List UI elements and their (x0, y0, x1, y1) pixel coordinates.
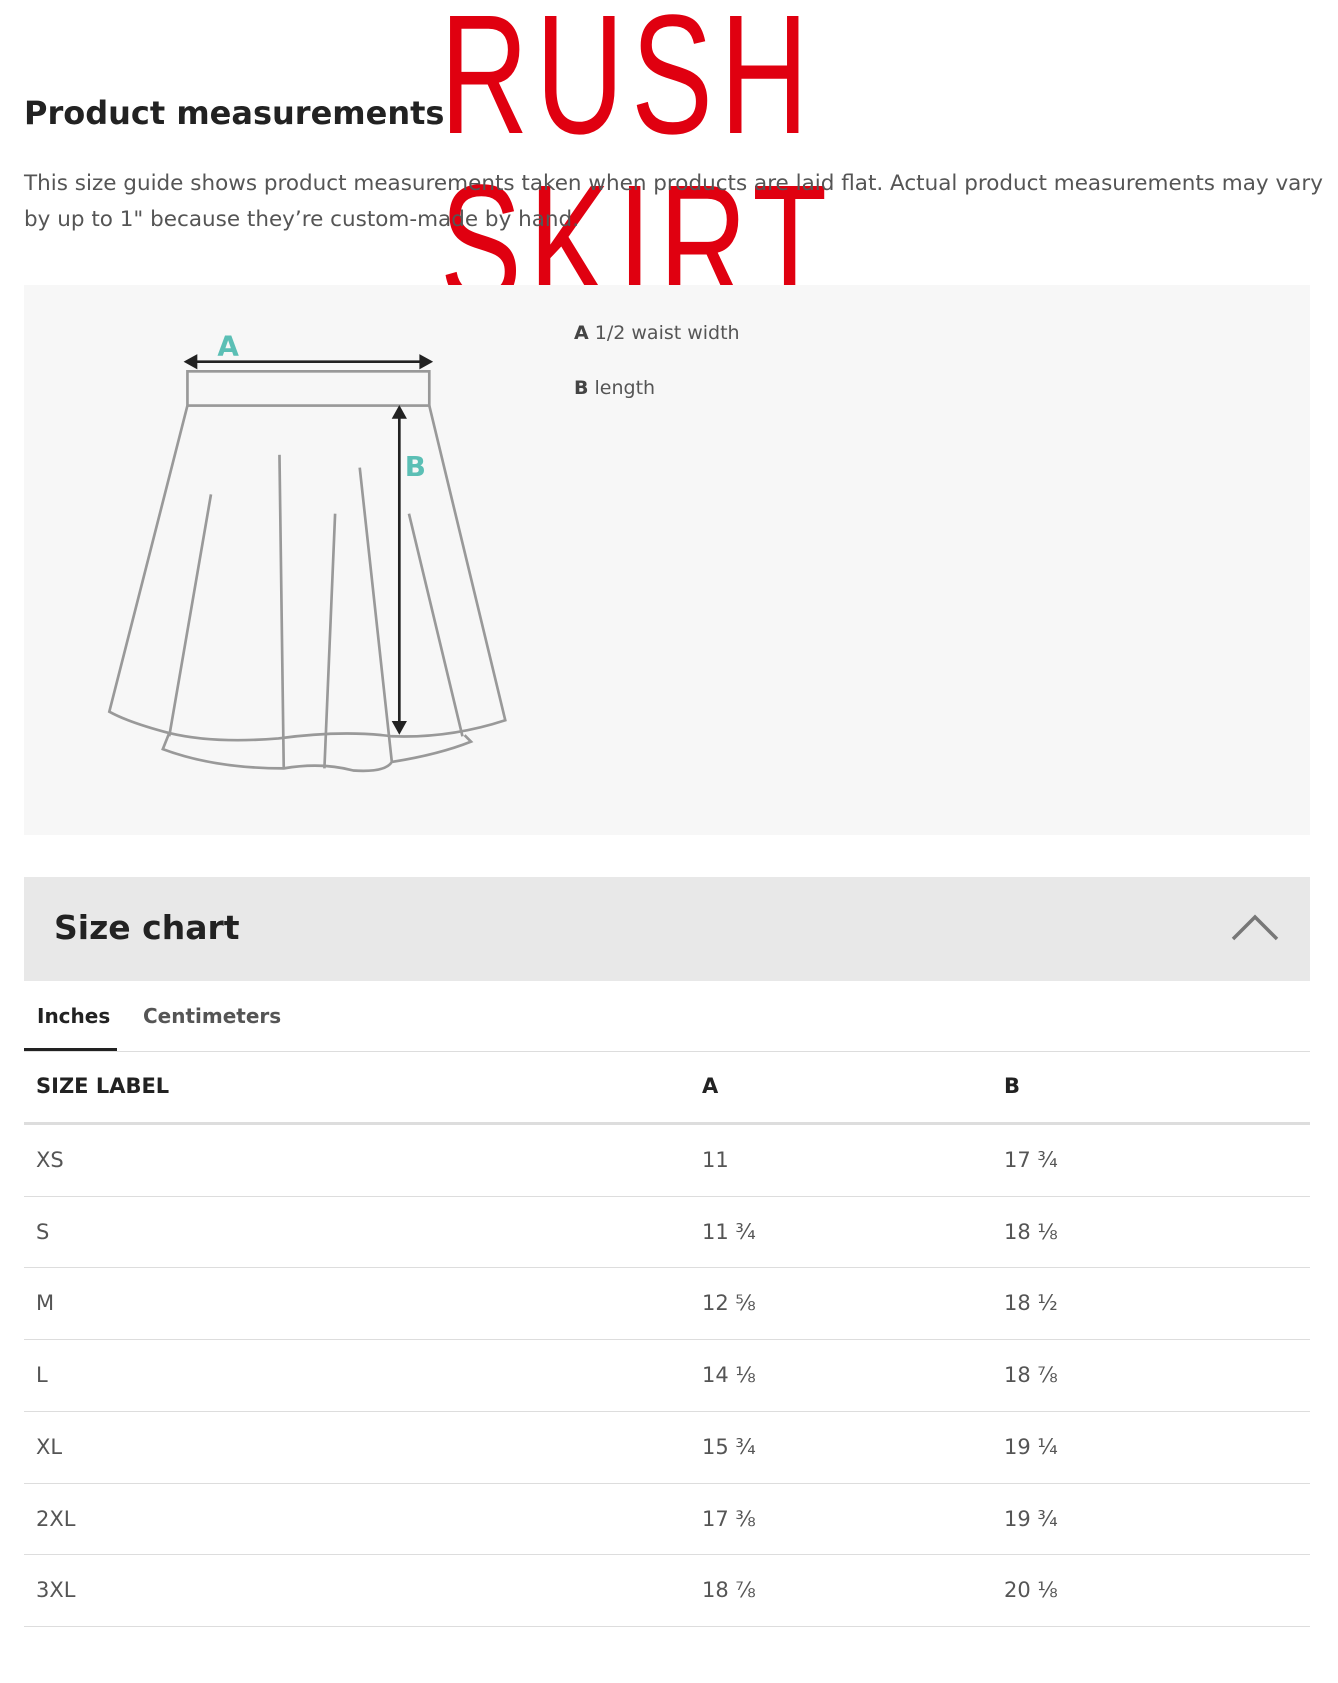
column-header: B (1004, 1074, 1021, 1098)
diagram-label: A (217, 329, 239, 362)
section-title: Size chart (54, 908, 240, 947)
table-cell: 18 ⅞ (702, 1578, 756, 1603)
title: Product measurements (24, 94, 445, 132)
table-cell: 18 ⅛ (1004, 1219, 1058, 1244)
legend-item: A 1/2 waist width (574, 322, 740, 344)
table-cell: L (36, 1363, 48, 1388)
table-cell: 12 ⅝ (702, 1291, 756, 1316)
table-cell: 17 ¾ (1004, 1148, 1058, 1172)
table-cell: 19 ¼ (1004, 1434, 1058, 1459)
table-cell: 18 ½ (1004, 1291, 1058, 1316)
table-cell: 11 (702, 1148, 729, 1172)
diagram-label: B (405, 450, 426, 483)
table-cell: 14 ⅛ (702, 1363, 756, 1388)
table-cell: XS (36, 1148, 64, 1172)
skirt-diagram: A B (107, 329, 507, 773)
divider (24, 1122, 1310, 1125)
row-divider (24, 1195, 1310, 1197)
row-divider (24, 1554, 1310, 1556)
row-divider (24, 1267, 1310, 1269)
row-divider (24, 1482, 1310, 1484)
legend-text: 1/2 waist width (594, 322, 740, 344)
accordion-header[interactable] (24, 877, 1310, 981)
legend-letter: B (574, 377, 589, 399)
tab-active[interactable]: Inches (37, 1004, 111, 1028)
table-cell: 3XL (36, 1578, 76, 1603)
table-cell: M (36, 1291, 55, 1316)
row-divider (24, 1625, 1310, 1627)
legend-text: length (594, 377, 656, 399)
collapse-icon[interactable] (1230, 912, 1280, 942)
table-cell: 17 ⅜ (702, 1506, 756, 1531)
column-header: SIZE LABEL (36, 1074, 170, 1098)
table-cell: 20 ⅛ (1004, 1578, 1058, 1603)
table-cell: S (36, 1219, 50, 1244)
tab-underline (24, 1048, 117, 1052)
diagram-panel (24, 285, 1310, 835)
table-cell: 11 ¾ (702, 1219, 756, 1244)
row-divider (24, 1410, 1310, 1412)
table-cell: 2XL (36, 1506, 76, 1531)
column-header: A (702, 1074, 719, 1098)
legend-item: B length (574, 377, 655, 399)
divider (24, 1051, 1310, 1052)
table-cell: 18 ⅞ (1004, 1363, 1058, 1388)
table-cell: 19 ¾ (1004, 1506, 1058, 1531)
row-divider (24, 1339, 1310, 1341)
tab[interactable]: Centimeters (143, 1004, 282, 1028)
table-cell: XL (36, 1434, 63, 1459)
legend-letter: A (574, 322, 589, 344)
table-cell: 15 ¾ (702, 1434, 756, 1459)
description: This size guide shows product measuremen… (24, 171, 1323, 232)
